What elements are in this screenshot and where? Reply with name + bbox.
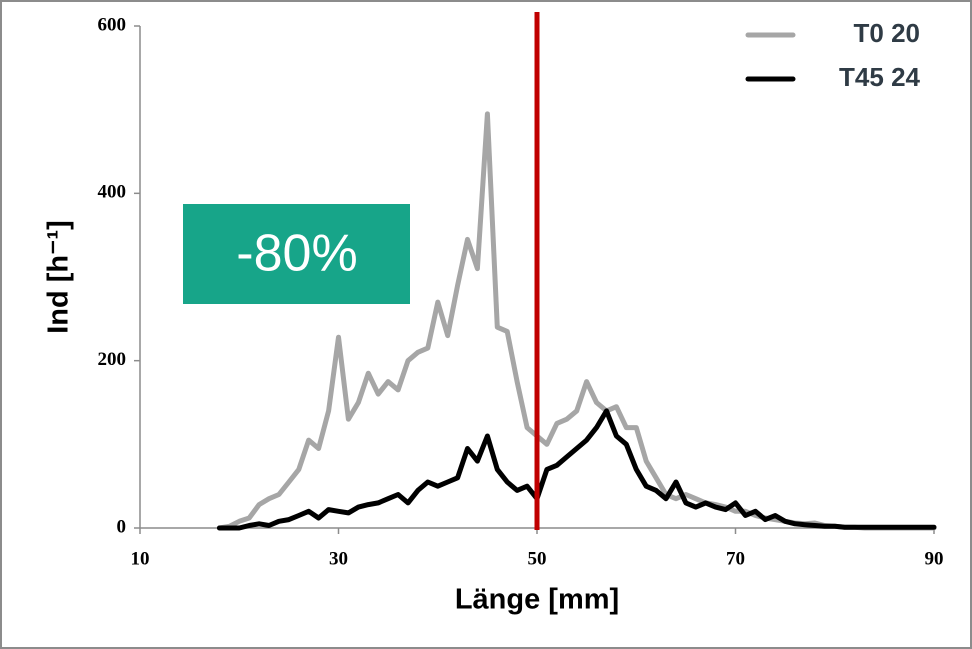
legend-label: T0 20 bbox=[854, 18, 921, 48]
annotation-box bbox=[183, 204, 410, 304]
y-tick-label: 0 bbox=[117, 516, 127, 537]
series-line bbox=[216, 408, 937, 531]
legend-label: T45 24 bbox=[839, 62, 920, 92]
x-tick-label: 90 bbox=[925, 548, 944, 569]
y-tick-label: 400 bbox=[98, 182, 127, 203]
x-tick-label: 50 bbox=[528, 548, 547, 569]
annotation: -80% bbox=[236, 225, 357, 283]
y-tick-label: 200 bbox=[98, 349, 127, 370]
x-tick-label: 10 bbox=[131, 548, 150, 569]
x-tick-label: 70 bbox=[726, 548, 745, 569]
y-axis-title: Ind [h⁻¹] bbox=[43, 220, 75, 334]
x-tick-label: 30 bbox=[329, 548, 348, 569]
y-tick-label: 600 bbox=[98, 14, 127, 35]
x-axis-title: Länge [mm] bbox=[455, 584, 619, 616]
